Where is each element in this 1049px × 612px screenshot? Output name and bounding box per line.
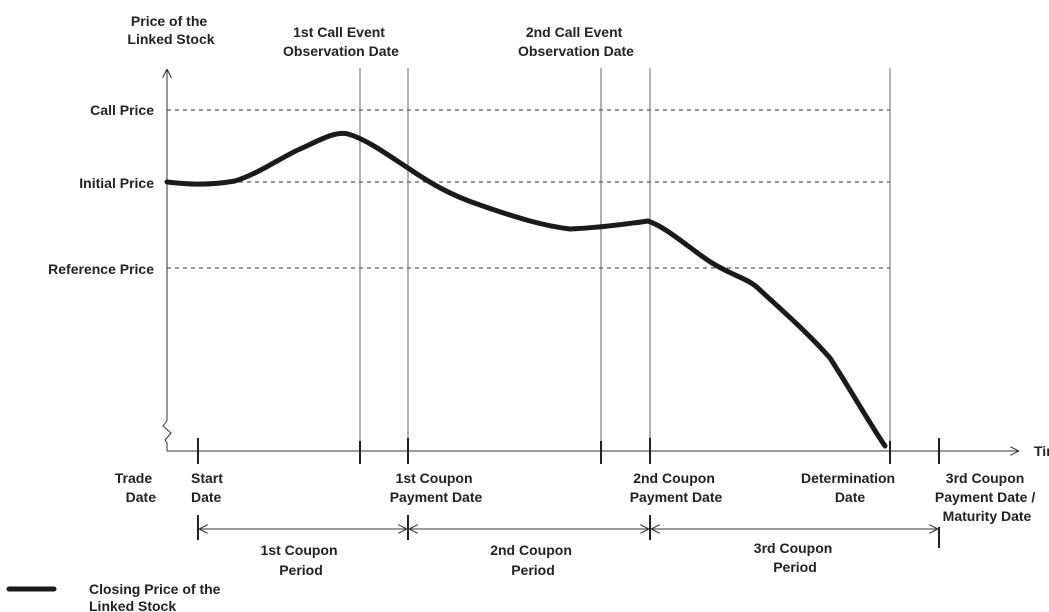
first-coupon-payment-label: 1st Coupon Payment Date — [390, 470, 483, 505]
trade-date-label: Trade Date — [115, 470, 156, 505]
legend-label: Closing Price of the Linked Stock — [89, 581, 224, 612]
determination-date-label: Determination Date — [801, 470, 899, 505]
second-call-event-label: 2nd Call Event Observation Date — [518, 24, 634, 59]
closing-price-line — [164, 130, 888, 449]
maturity-date-label: 3rd Coupon Payment Date / Maturity Date — [935, 470, 1039, 524]
y-axis-break — [162, 420, 172, 451]
second-coupon-period-label: 2nd Coupon Period — [490, 542, 576, 578]
y-axis-label: Price of the Linked Stock — [127, 13, 214, 47]
call-price-label: Call Price — [90, 102, 154, 118]
second-coupon-payment-label: 2nd Coupon Payment Date — [630, 470, 723, 505]
initial-price-label: Initial Price — [79, 175, 154, 191]
first-call-event-label: 1st Call Event Observation Date — [283, 24, 399, 59]
x-axis-label: Time — [1034, 443, 1049, 459]
third-coupon-period-label: 3rd Coupon Period — [754, 540, 836, 575]
first-coupon-period-label: 1st Coupon Period — [261, 542, 342, 578]
start-date-label: Start Date — [191, 470, 227, 505]
reference-price-label: Reference Price — [48, 261, 154, 277]
